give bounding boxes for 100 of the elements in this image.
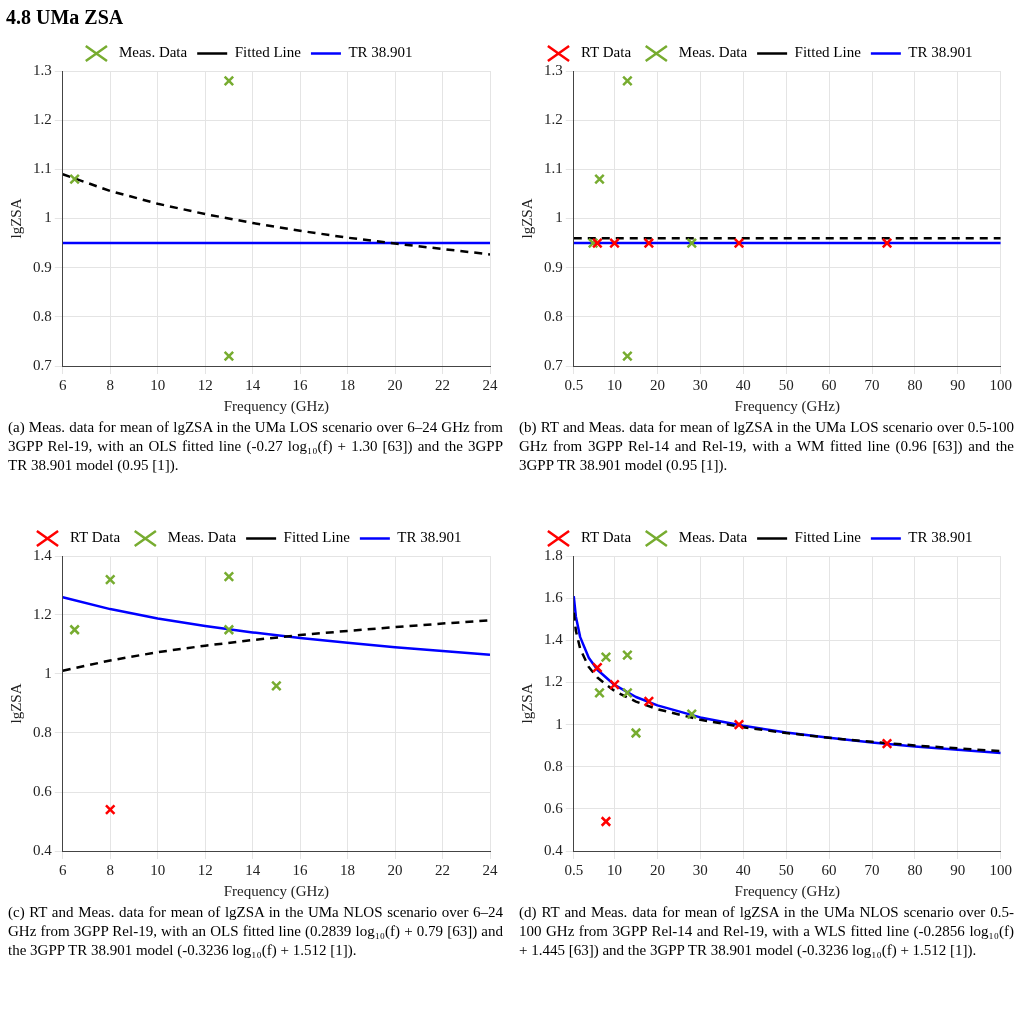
point [591,237,603,249]
x-tick-label: 16 [292,861,309,878]
y-tick-label: 1.6 [544,589,564,606]
point [609,679,621,691]
x-tick-label: 100 [989,376,1012,393]
y-tick-label: 1.4 [544,631,564,648]
legend-label: TR 38.901 [348,44,413,61]
point [630,727,642,739]
legend-label: Fitted Line [794,529,862,546]
y-tick-label: 1.1 [33,160,52,177]
x-tick-label: 60 [821,861,837,878]
x-tick-label: 50 [778,861,794,878]
x-tick-label: 24 [482,861,498,878]
x-tick-label: 0.5 [564,376,584,393]
point [686,237,698,249]
y-tick-label: 1 [44,209,52,226]
point [591,662,603,674]
legend-label: TR 38.901 [397,529,462,546]
x-tick-label: 100 [989,861,1012,878]
point [223,75,235,87]
point [69,624,81,636]
point [621,687,633,699]
point [594,687,605,699]
x-tick-label: 30 [692,376,708,393]
x-tick-label: 70 [864,376,880,393]
text: (c) RT and Meas. data for mean of lgZSA in the UMa NLOS scenario over 6–24 GHz from 3GPP Rel-19, with an OLS fitted line (0.2839 log₁₀(f) + 0.79 [63]) and the 3GPP TR 38.901 model (-0.3236 log₁₀(f) + 1.512 [1]). [8,903,503,960]
x-axis-title: Frequency (GHz) [223,882,330,900]
x-tick-label: 20 [387,861,403,878]
x-tick-label: 80 [907,376,923,393]
x-tick-label: 12 [197,376,213,393]
y-tick-label: 1 [555,715,563,732]
x-tick-label: 18 [340,376,356,393]
x-tick-label: 8 [106,861,114,878]
x-tick-label: 60 [821,376,837,393]
x-tick-label: 10 [150,376,166,393]
x-tick-label: 50 [778,376,794,393]
legend-label: RT Data [580,529,632,546]
point [733,719,745,731]
legend-label: RT Data [69,529,121,546]
x-tick-label: 0.5 [564,861,584,878]
x-tick-label: 40 [735,861,751,878]
y-tick-label: 1.2 [544,111,563,128]
x-axis-title: Frequency (GHz) [734,882,840,900]
y-tick-label: 0.9 [544,258,563,275]
y-axis-title: lgZSA [7,198,24,239]
point [594,173,605,185]
point [223,624,235,636]
y-tick-label: 0.8 [544,307,563,324]
x-tick-label: 20 [649,861,665,878]
text: (d) RT and Meas. data for mean of lgZSA in the UMa NLOS scenario over 0.5-100 GHz from 3GPP Rel-14 and Rel-19, with a WLS fitted line (-0.2856 log₁₀(f) + 1.445 [63]) and the 3GPP TR 38.901 model (-0.3236 log₁₀(f) + 1.512 [1]). [519,903,1014,960]
point [104,574,116,586]
x-tick-label: 90 [950,376,966,393]
y-tick-label: 0.4 [544,841,564,858]
legend-label: Meas. Data [167,529,237,546]
legend-label: RT Data [580,44,632,61]
y-tick-label: 0.8 [33,723,52,740]
point [69,173,81,185]
x-tick-label: 20 [387,376,403,393]
legend-label: Meas. Data [678,44,748,61]
point [270,680,282,692]
text: (b) RT and Meas. data for mean of lgZSA in the UMa LOS scenario over 0.5-100 GHz from 3GPP Rel-14 and Rel-19, with a WM fitted line (0.96 [63]) and the 3GPP TR 38.901 model (0.95 [1]). [519,418,1014,475]
legend-label: Fitted Line [794,44,862,61]
x-tick-label: 6 [59,861,67,878]
y-tick-label: 1.1 [544,160,563,177]
x-tick-label: 10 [150,861,166,878]
legend-label: Fitted Line [283,529,351,546]
x-tick-label: 10 [607,861,623,878]
legend-label: Meas. Data [678,529,748,546]
x-tick-label: 14 [245,376,261,393]
x-tick-label: 18 [340,861,356,878]
y-tick-label: 0.8 [33,307,52,324]
y-tick-label: 1.3 [544,61,563,78]
legend-label: Meas. Data [118,44,188,61]
legend-label: TR 38.901 [908,529,973,546]
x-tick-label: 8 [106,376,114,393]
point [223,571,235,583]
x-tick-label: 80 [907,861,923,878]
point [733,237,745,249]
point [881,738,893,750]
x-tick-label: 22 [435,861,451,878]
point [643,695,655,707]
point [881,237,893,249]
y-tick-label: 0.6 [544,799,564,816]
x-tick-label: 16 [292,376,309,393]
y-tick-label: 0.9 [33,258,52,275]
y-tick-label: 1.4 [33,546,53,563]
text: (a) Meas. data for mean of lgZSA in the UMa LOS scenario over 6–24 GHz from 3GPP Rel-19, with an OLS fitted line (-0.27 log₁₀(f) + 1.30 [63]) and the 3GPP TR 38.901 model (0.95 [1]). [8,418,503,475]
y-tick-label: 1 [44,664,52,681]
point [621,649,633,661]
point [621,350,633,362]
x-tick-label: 6 [59,376,67,393]
x-tick-label: 12 [197,861,213,878]
point [223,350,235,362]
point [643,237,655,249]
point [600,651,612,663]
x-axis-title: Frequency (GHz) [734,397,840,415]
y-tick-label: 0.4 [33,841,53,858]
x-tick-label: 20 [649,376,665,393]
point [621,75,633,87]
point [686,708,698,720]
